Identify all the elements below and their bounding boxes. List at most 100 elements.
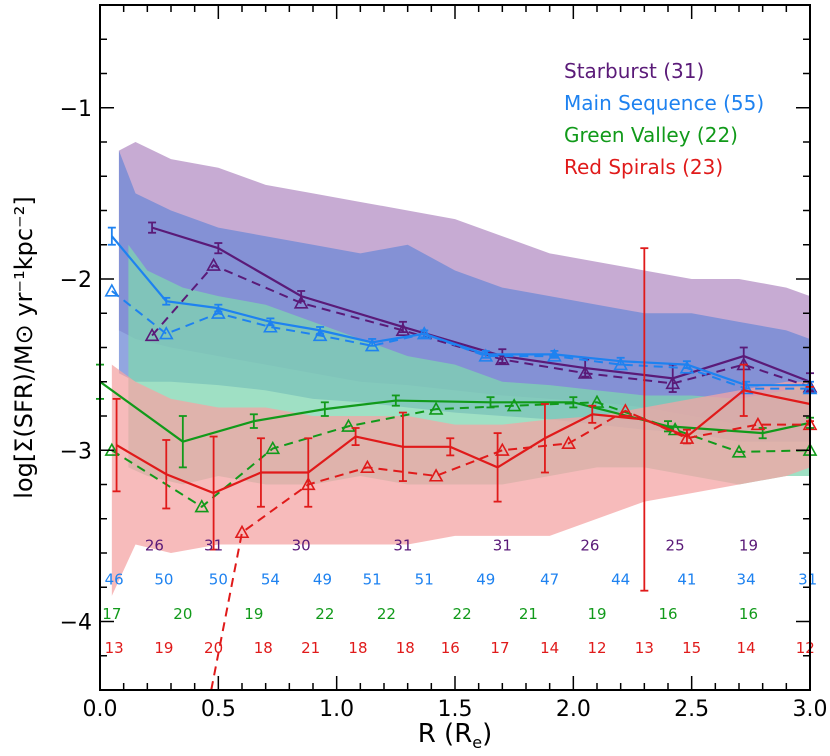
red-spirals-count-label: 12 xyxy=(796,639,815,657)
axis-ticks: 0.0 0.5 1.0 1.5 2.0 2.5 3.0 −1 −2 −3 −4 xyxy=(60,4,828,722)
starburst-triangle-point xyxy=(206,257,221,271)
profile-lines xyxy=(96,221,818,691)
main-sequence-count-label: 31 xyxy=(798,571,817,589)
x-tick-label: 2.0 xyxy=(556,697,591,722)
green-valley-count-label: 22 xyxy=(377,605,396,623)
main-sequence-error-bar xyxy=(162,296,171,306)
starburst-triangle-point xyxy=(293,295,309,309)
x-axis-label: R (Re) xyxy=(418,719,493,752)
red-spirals-count-label: 17 xyxy=(490,639,509,657)
starburst-count-label: 26 xyxy=(580,536,599,554)
red-spirals-count-label: 18 xyxy=(396,639,415,657)
red-spirals-error-bar xyxy=(640,247,649,592)
legend-entry-main-sequence: Main Sequence (55) xyxy=(564,91,764,115)
green-valley-error-bar xyxy=(249,413,258,429)
x-tick-label: 0.5 xyxy=(201,697,236,722)
starburst-count-label: 31 xyxy=(393,536,412,554)
starburst-count-label: 30 xyxy=(292,536,311,554)
green-valley-count-label: 16 xyxy=(739,605,758,623)
main-sequence-triangle-point xyxy=(104,283,120,297)
red-spirals-count-label: 16 xyxy=(441,639,460,657)
green-valley-triangle-point xyxy=(506,398,522,412)
main-sequence-triangle-point xyxy=(364,338,380,352)
green-valley-triangle-point xyxy=(341,418,356,432)
green-valley-median-line xyxy=(99,380,811,443)
red-spirals-count-label: 13 xyxy=(635,639,654,657)
main-sequence-count-label: 41 xyxy=(677,571,696,589)
starburst-error-bar xyxy=(148,221,157,234)
green-valley-count-label: 22 xyxy=(453,605,472,623)
green-valley-count-label: 17 xyxy=(102,605,121,623)
green-valley-triangle-point xyxy=(667,422,683,436)
x-tick-label: 1.5 xyxy=(438,697,473,722)
red-spirals-error-bar xyxy=(112,397,121,493)
main-sequence-count-label: 34 xyxy=(737,571,756,589)
red-spirals-triangle-point xyxy=(679,430,695,444)
green-valley-triangle-point xyxy=(589,394,605,408)
main-sequence-triangle-point xyxy=(312,327,328,342)
main-sequence-count-label: 50 xyxy=(154,571,173,589)
x-tick-label: 2.5 xyxy=(674,697,709,722)
green-valley-count-label: 19 xyxy=(244,605,263,623)
red-spirals-count-label: 14 xyxy=(737,639,756,657)
green-valley-error-bar xyxy=(178,415,187,469)
count-labels: 26 31 30 31 31 26 25 19 46 50 50 54 49 51 51 49 47 44 41 34… xyxy=(102,536,817,657)
red-spirals-count-label: 21 xyxy=(301,639,320,657)
legend-entry-starburst: Starburst (31) xyxy=(564,59,704,83)
main-sequence-triangle-point xyxy=(263,319,278,333)
red-spirals-error-bar xyxy=(256,437,265,508)
starburst-count-label: 25 xyxy=(666,536,685,554)
starburst-triangle-point xyxy=(144,327,160,342)
red-spirals-triangle-point xyxy=(428,468,444,482)
main-sequence-count-label: 49 xyxy=(476,571,495,589)
main-sequence-count-label: 49 xyxy=(313,571,332,589)
red-spirals-count-label: 14 xyxy=(540,639,559,657)
green-valley-error-bar xyxy=(391,394,400,407)
green-valley-triangle-point xyxy=(428,401,444,415)
main-sequence-count-label: 51 xyxy=(363,571,382,589)
y-tick-label: −4 xyxy=(60,611,92,636)
main-sequence-count-label: 51 xyxy=(415,571,434,589)
red-spirals-error-bar xyxy=(739,363,748,417)
y-tick-label: −3 xyxy=(60,439,92,464)
legend-entry-green-valley: Green Valley (22) xyxy=(564,123,738,147)
main-sequence-triangle-point xyxy=(679,360,695,374)
starburst-dashed-line xyxy=(151,264,811,388)
red-spirals-triangle-point xyxy=(300,476,316,491)
red-spirals-count-label: 19 xyxy=(154,639,173,657)
red-spirals-error-bar xyxy=(351,427,360,447)
starburst-triangle-point xyxy=(395,322,411,336)
red-spirals-error-bar xyxy=(493,432,502,503)
red-spirals-band xyxy=(111,364,811,596)
green-valley-triangle-point xyxy=(731,444,747,458)
red-spirals-triangle-point xyxy=(561,435,576,450)
main-sequence-triangle-point xyxy=(210,305,226,319)
y-axis-label: log[Σ(SFR)/M⊙ yr⁻¹kpc⁻²] xyxy=(10,196,38,498)
main-sequence-error-bar xyxy=(107,226,116,246)
red-spirals-dashed-line xyxy=(210,409,810,691)
starburst-error-bar xyxy=(498,348,507,364)
starburst-count-label: 31 xyxy=(493,536,512,554)
x-tick-label: 3.0 xyxy=(793,697,828,722)
red-spirals-error-bar xyxy=(446,437,455,457)
shaded-bands xyxy=(111,142,811,596)
starburst-count-label: 31 xyxy=(204,536,223,554)
legend: Starburst (31) Main Sequence (55) Green Va… xyxy=(564,59,764,179)
red-spirals-triangle-point xyxy=(234,524,250,539)
main-sequence-count-label: 50 xyxy=(209,571,228,589)
red-spirals-count-label: 12 xyxy=(587,639,606,657)
red-spirals-triangle-point xyxy=(494,442,510,456)
starburst-triangle-point xyxy=(494,351,510,366)
red-spirals-count-label: 13 xyxy=(105,639,124,657)
red-spirals-triangle-point xyxy=(750,416,766,431)
green-valley-dashed-line xyxy=(111,401,811,508)
green-valley-count-label: 19 xyxy=(587,605,606,623)
starburst-count-label: 19 xyxy=(739,536,758,554)
y-tick-label: −2 xyxy=(60,268,92,293)
x-tick-label: 1.0 xyxy=(319,697,354,722)
starburst-error-bar xyxy=(214,242,223,255)
green-valley-triangle-point xyxy=(194,499,210,513)
red-spirals-count-label: 18 xyxy=(348,639,367,657)
red-spirals-error-bar xyxy=(209,435,218,551)
main-sequence-count-label: 47 xyxy=(540,571,559,589)
